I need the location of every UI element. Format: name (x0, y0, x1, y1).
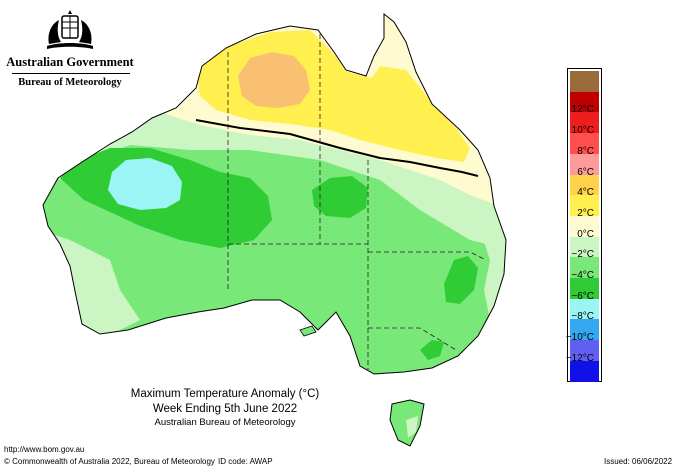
legend-label: 10°C (571, 125, 594, 137)
legend-label: 0°C (577, 228, 594, 240)
region-green-nt (312, 176, 368, 218)
zero-contour-line (195, 119, 479, 177)
title-line-3: Australian Bureau of Meteorology (154, 417, 296, 428)
footer-id-code: ID code: AWAP (218, 457, 273, 466)
legend-swatch (570, 360, 599, 382)
title-line-1: Maximum Temperature Anomaly (°C) (130, 388, 320, 400)
header-divider (12, 73, 130, 74)
legend-label: −6°C (571, 290, 594, 302)
legend-label: 2°C (577, 207, 594, 219)
map-title: Maximum Temperature Anomaly (°C) Week En… (120, 388, 330, 428)
government-logo: Australian Government Bureau of Meteorol… (6, 8, 134, 88)
legend-label: 4°C (577, 187, 594, 199)
legend-swatch (570, 91, 599, 113)
footer-copyright: © Commonwealth of Australia 2022, Bureau… (4, 457, 215, 466)
legend-label: −12°C (565, 352, 594, 364)
bureau-name: Bureau of Meteorology (18, 77, 122, 88)
region-green-vic (420, 340, 444, 360)
legend-swatch (570, 133, 599, 155)
legend-swatch (570, 257, 599, 279)
coastline (42, 12, 507, 375)
legend-swatch (570, 236, 599, 258)
legend-label: −4°C (571, 270, 594, 281)
legend-label: 6°C (577, 166, 594, 178)
legend-label: 8°C (577, 145, 594, 157)
footer-url: http://www.bom.gov.au (4, 445, 85, 454)
region-light-green-nw (43, 100, 506, 250)
legend-swatch (570, 112, 599, 134)
legend-label: −8°C (571, 311, 594, 323)
footer-issued: Issued: 06/06/2022 (604, 457, 673, 466)
tasmania-light-region (406, 416, 418, 438)
legend-label: −2°C (571, 249, 594, 261)
legend-label: −10°C (565, 332, 594, 344)
legend-swatch (570, 319, 599, 341)
title-line-2: Week Ending 5th June 2022 (152, 403, 298, 415)
legend-swatch (570, 340, 599, 362)
legend-swatch (570, 215, 599, 237)
legend-swatch (570, 195, 599, 217)
kangaroo-island (299, 325, 317, 337)
legend-swatch (570, 278, 599, 299)
state-borders (227, 34, 487, 370)
coat-of-arms-icon (47, 10, 93, 49)
region-cyan-spot (108, 158, 182, 210)
government-name: Australian Government (6, 55, 134, 69)
region-orange-anomaly (238, 52, 310, 108)
legend-swatch (570, 298, 599, 320)
legend-swatch (570, 174, 599, 196)
legend-swatch (570, 71, 599, 92)
region-green-nsw (444, 256, 478, 304)
legend-swatch (570, 153, 599, 175)
color-legend (567, 68, 602, 382)
legend-label: 12°C (571, 104, 594, 116)
